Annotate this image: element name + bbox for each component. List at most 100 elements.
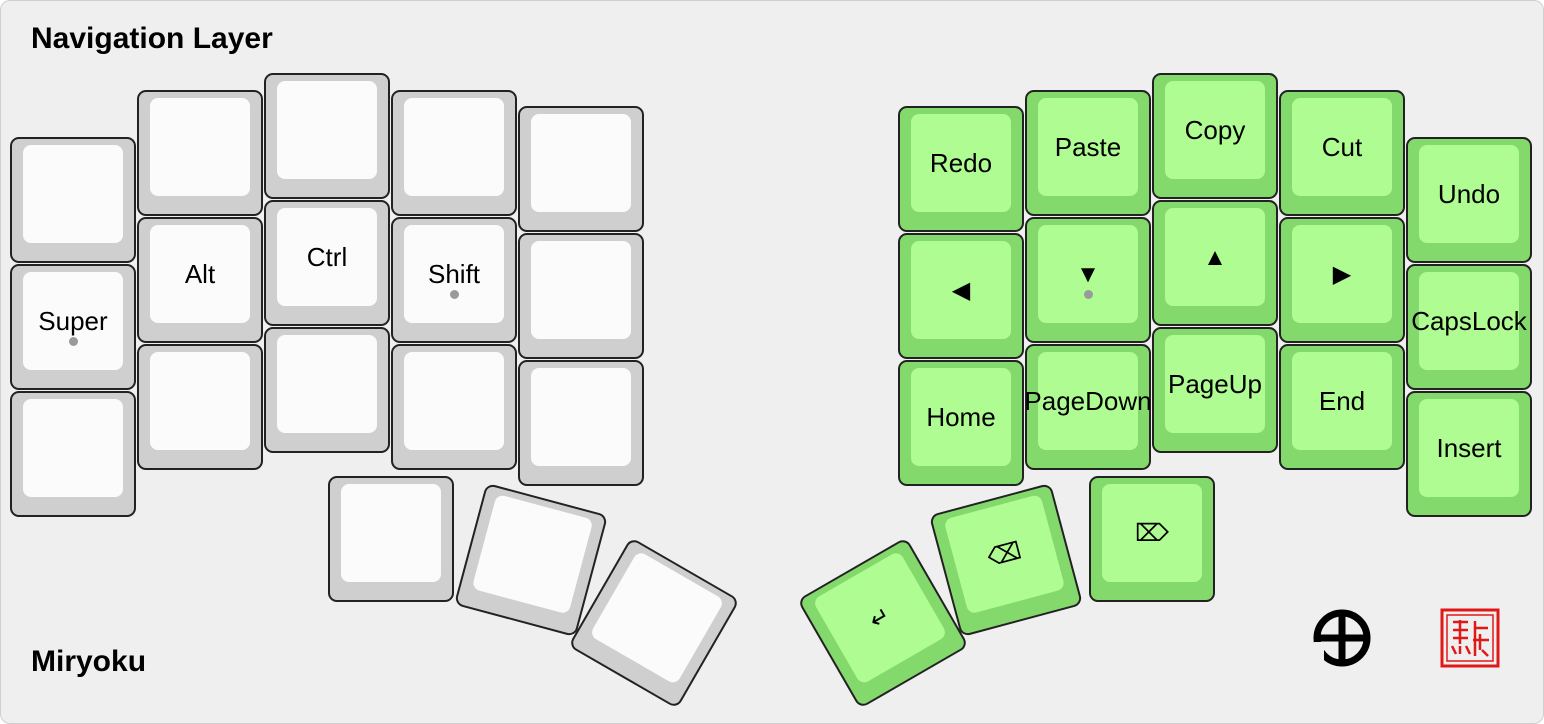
keycap-top (531, 368, 631, 466)
keycap-top (911, 241, 1011, 339)
keycap-top (911, 114, 1011, 212)
key-label (12, 139, 134, 249)
key-label: ▲ (1203, 243, 1227, 271)
key-label (520, 108, 642, 218)
key-label (266, 75, 388, 185)
keycap-top (1165, 208, 1265, 306)
home-row-marker (69, 337, 78, 346)
keycap-top (1038, 98, 1138, 196)
keycap-top (150, 98, 250, 196)
key-redo: Redo (898, 106, 1024, 232)
key-label (139, 92, 261, 202)
key-blank (518, 233, 644, 359)
key-right-arrow: ▶ (1279, 217, 1405, 343)
keycap-top (531, 241, 631, 339)
thumb-key-delete: ⌦ (1089, 476, 1215, 602)
key-left-arrow: ◀ (898, 233, 1024, 359)
key-label: ▶ (1332, 260, 1352, 288)
keycap-top (23, 272, 123, 370)
keycap-top (277, 208, 377, 306)
key-label: Page Up (1168, 368, 1262, 399)
key-label (266, 329, 388, 439)
key-blank (518, 360, 644, 486)
keycap-top (911, 368, 1011, 466)
key-up-arrow: ▲ (1152, 200, 1278, 326)
key-label: Alt (184, 258, 216, 289)
key-down-arrow: ▼ (1025, 217, 1151, 343)
keycap-top (1165, 81, 1265, 179)
keycap-top (341, 484, 441, 582)
key-page-up: Page Up (1152, 327, 1278, 453)
key-blank (391, 90, 517, 216)
keycap-top (1292, 352, 1392, 450)
key-page-down: Page Down (1024, 344, 1152, 470)
keycap-top (150, 352, 250, 450)
delete-icon: ⌦ (1135, 518, 1169, 547)
key-label: Undo (1437, 178, 1501, 209)
logos (1310, 604, 1510, 674)
thumb-key-blank (328, 476, 454, 602)
key-blank (10, 391, 136, 517)
key-blank (10, 137, 136, 263)
keycap-top (1165, 335, 1265, 433)
key-label (393, 92, 515, 202)
keycap-top (1419, 399, 1519, 497)
key-blank (137, 344, 263, 470)
key-insert: Insert (1406, 391, 1532, 517)
key-end: End (1279, 344, 1405, 470)
key-label: Paste (1054, 131, 1122, 162)
layer-title: Navigation Layer (31, 22, 273, 55)
home-row-marker (1084, 290, 1093, 299)
key-label: Insert (1436, 432, 1502, 463)
keycap-top (150, 225, 250, 323)
keycap-top (1292, 225, 1392, 323)
key-blank (264, 327, 390, 453)
keyboard-name: Miryoku (31, 645, 147, 678)
key-blank (137, 90, 263, 216)
key-alt: Alt (137, 217, 263, 343)
red-seal-logo (1440, 608, 1500, 668)
key-label: Shift (427, 258, 481, 289)
keycap-top (23, 399, 123, 497)
key-super: Super (10, 264, 136, 390)
key-caps-lock: Caps Lock (1406, 264, 1532, 390)
keycap-top (1038, 225, 1138, 323)
key-label: Page Down (1024, 385, 1152, 416)
key-blank (264, 73, 390, 199)
key-label: ⌦ (1091, 478, 1213, 588)
logo-glyphs (1313, 608, 1500, 668)
keycap-top (1038, 352, 1138, 450)
key-label (330, 478, 452, 588)
backspace-icon: ⌫ (984, 535, 1025, 572)
key-label (520, 235, 642, 345)
key-label: Redo (929, 147, 993, 178)
keycap-top (1419, 272, 1519, 370)
keycap-top (404, 98, 504, 196)
key-paste: Paste (1025, 90, 1151, 216)
key-label: Copy (1184, 114, 1246, 145)
key-label: End (1318, 385, 1366, 416)
keycap-top (23, 145, 123, 243)
keycap-top (404, 352, 504, 450)
keycap-top (277, 81, 377, 179)
circle-glyph-logo (1313, 609, 1371, 667)
keycap-top (1419, 145, 1519, 243)
key-label (393, 346, 515, 456)
key-label: Caps Lock (1411, 305, 1527, 336)
key-label: ▼ (1076, 260, 1100, 288)
key-blank (518, 106, 644, 232)
key-home: Home (898, 360, 1024, 486)
keycap-top (404, 225, 504, 323)
key-shift: Shift (391, 217, 517, 343)
key-label: Super (38, 305, 108, 336)
key-label (12, 393, 134, 503)
key-undo: Undo (1406, 137, 1532, 263)
key-ctrl: Ctrl (264, 200, 390, 326)
key-cut: Cut (1279, 90, 1405, 216)
enter-icon: ↵ (864, 600, 896, 635)
keycap-top (1102, 484, 1202, 582)
keycap-top (277, 335, 377, 433)
key-label (139, 346, 261, 456)
key-label: Home (926, 401, 996, 432)
key-label: Cut (1321, 131, 1363, 162)
